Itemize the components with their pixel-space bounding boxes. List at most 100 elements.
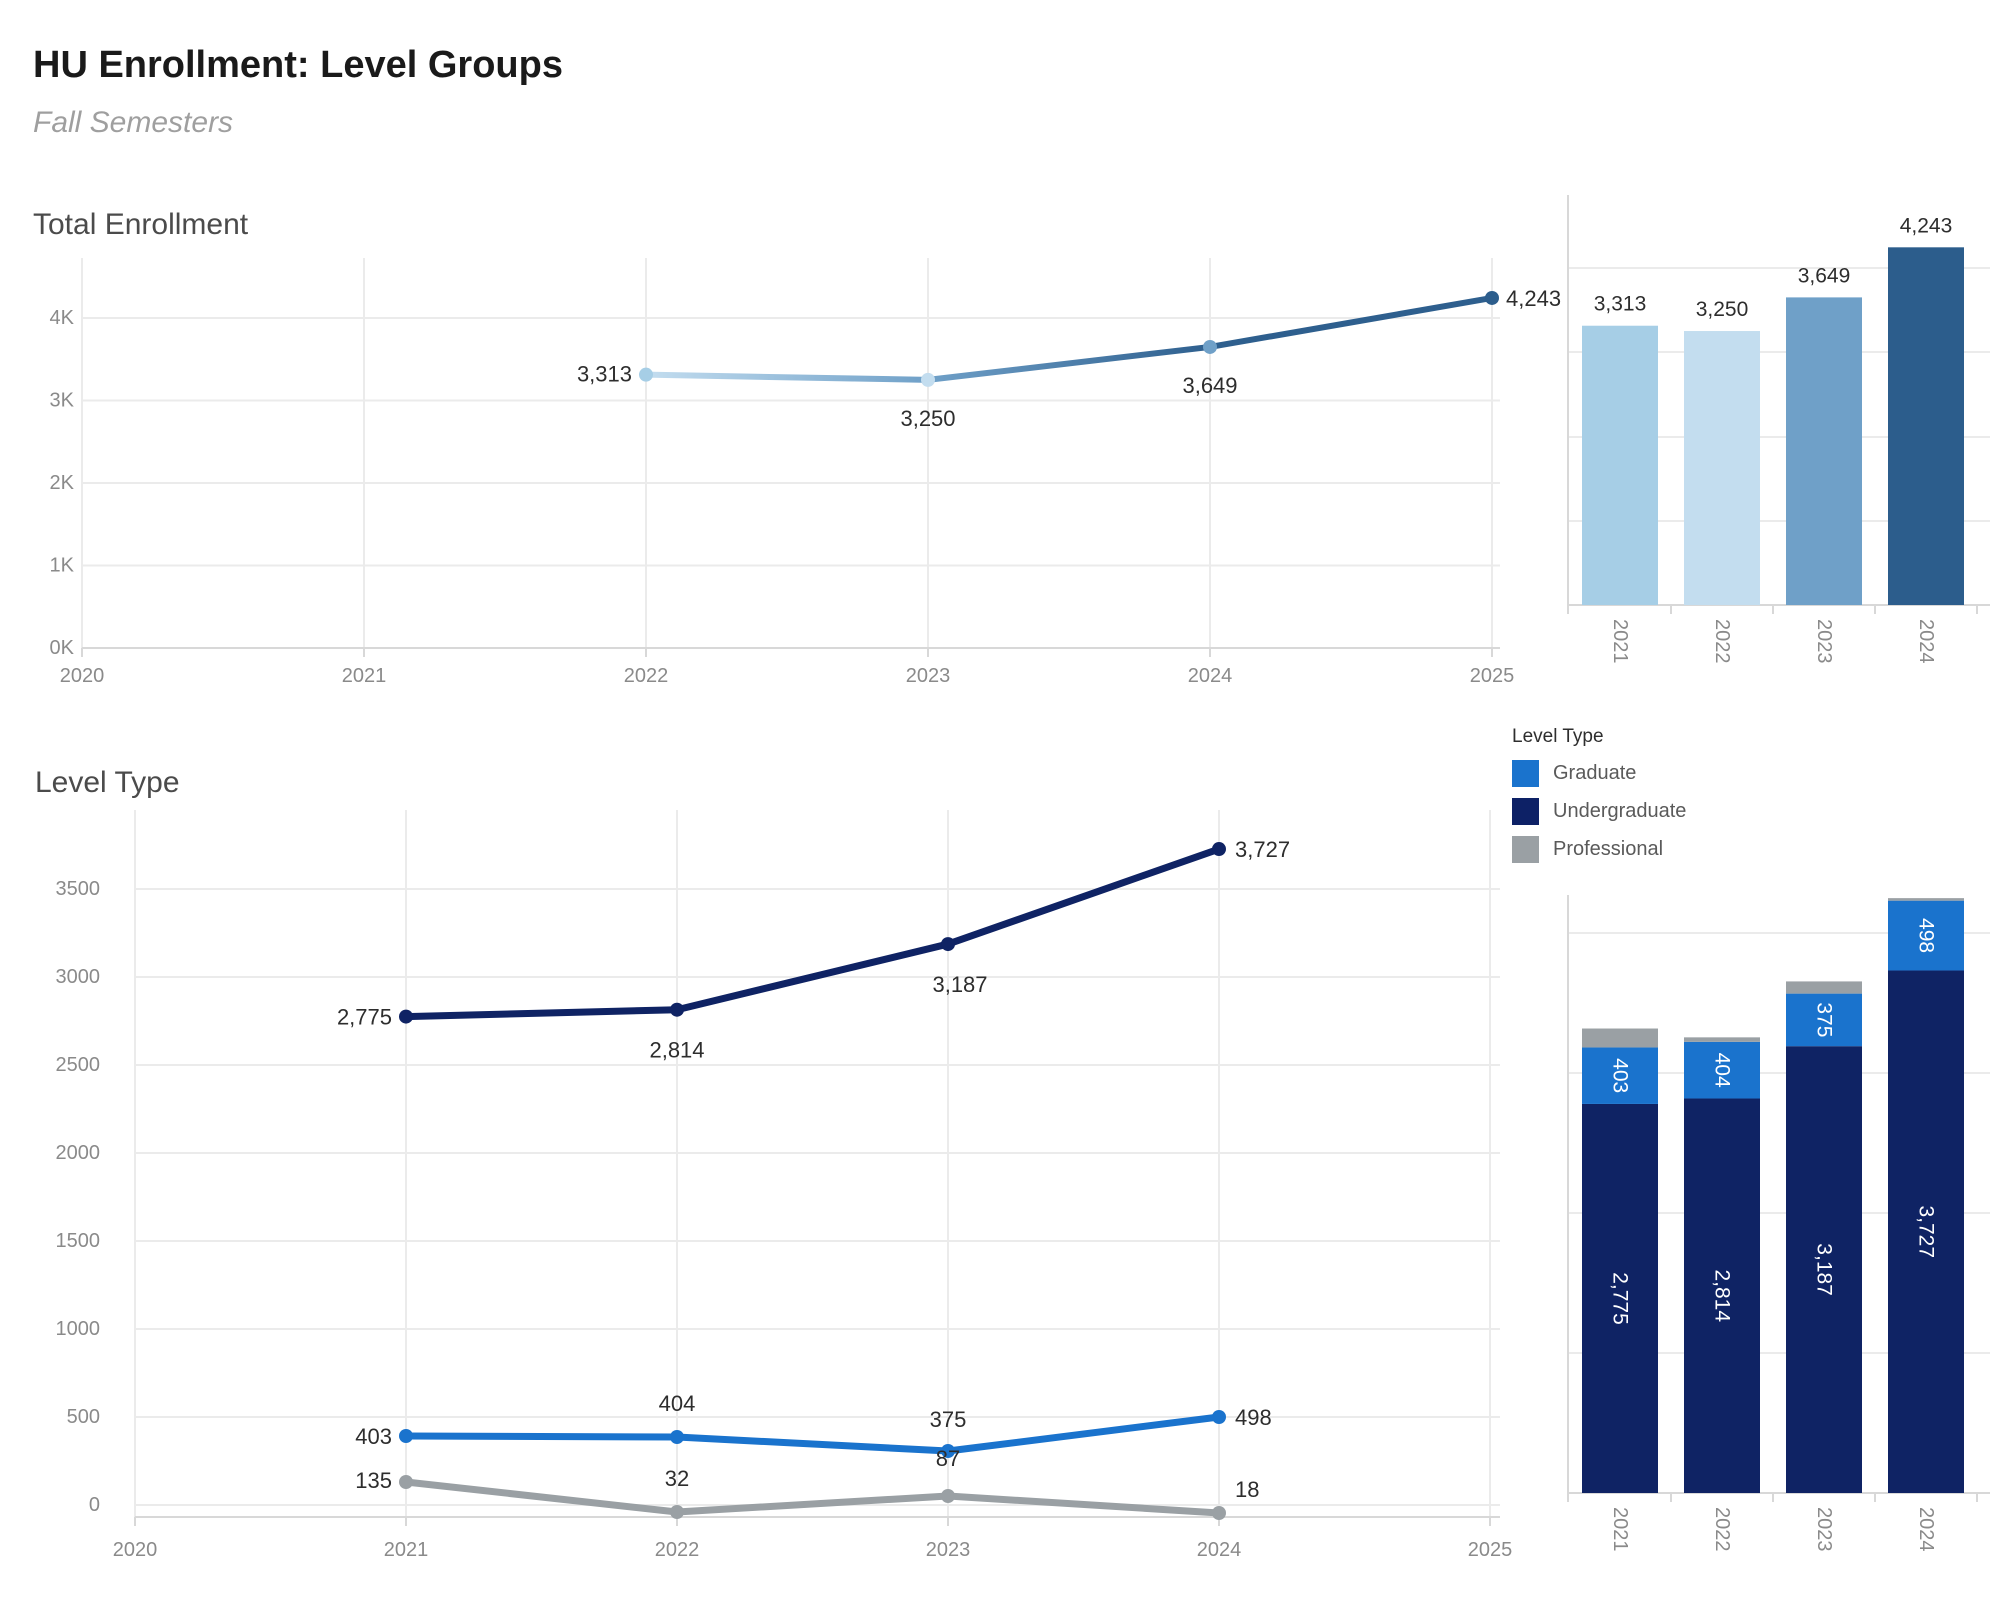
segment-label: 403 <box>1609 1058 1632 1093</box>
y-axis-label: 500 <box>67 1406 100 1428</box>
graduate-point-2023[interactable] <box>941 1444 955 1458</box>
value-label: 375 <box>930 1407 967 1432</box>
x-axis-label: 2020 <box>60 665 105 687</box>
x-axis-label: 2021 <box>342 665 387 687</box>
y-axis-label: 1500 <box>56 1230 101 1252</box>
y-axis-label: 2500 <box>56 1054 101 1076</box>
undergraduate-point-2022[interactable] <box>670 1002 684 1017</box>
x-axis-label: 2022 <box>1711 1507 1733 1552</box>
graduate-point-2021[interactable] <box>399 1429 413 1443</box>
graduate-segment-2023[interactable] <box>1786 993 1862 1047</box>
professional-point-2021[interactable] <box>399 1475 413 1489</box>
value-label: 3,649 <box>1182 373 1237 398</box>
y-axis-label: 1K <box>50 555 75 577</box>
section-title-level-type: Level Type <box>35 766 180 799</box>
legend-label: Professional <box>1553 838 1664 860</box>
graduate-point-2022[interactable] <box>670 1430 684 1444</box>
value-label: 404 <box>659 1391 696 1416</box>
legend-item-professional[interactable]: Professional <box>1512 836 1972 863</box>
x-axis-label: 2022 <box>1711 619 1733 664</box>
undergraduate-segment-2021[interactable] <box>1582 1103 1658 1493</box>
value-label: 498 <box>1235 1405 1272 1430</box>
x-axis-label: 2023 <box>1813 1507 1835 1552</box>
professional-point-2024[interactable] <box>1212 1506 1226 1520</box>
total-enrollment-line-chart: 2020 2021 2022 2023 2024 2025 0K 1K 2K 3K 4K 3,313 3… <box>50 258 1561 687</box>
x-axis-label: 2020 <box>113 1539 158 1561</box>
bar-2021[interactable] <box>1582 325 1658 605</box>
professional-segment-2023[interactable] <box>1786 981 1862 994</box>
segment-label: 3,727 <box>1915 1205 1938 1258</box>
undergraduate-segment-2024[interactable] <box>1888 970 1964 1493</box>
graduate-point-2024[interactable] <box>1212 1410 1226 1424</box>
bar-value-label: 3,313 <box>1594 293 1647 316</box>
page-subtitle: Fall Semesters <box>33 106 234 139</box>
value-label: 32 <box>665 1466 689 1491</box>
undergraduate-line <box>402 845 1223 1021</box>
section-title-total-enrollment: Total Enrollment <box>33 208 249 241</box>
level-type-stacked-bar-chart: 2,775 403 2021 2,814 404 2022 3,187 375 2023 3,72… <box>1567 895 1990 1552</box>
graduate-segment-2024[interactable] <box>1888 900 1964 971</box>
y-axis-label: 1000 <box>56 1318 101 1340</box>
y-axis-label: 0 <box>89 1494 100 1516</box>
x-axis-label: 2024 <box>1915 619 1937 664</box>
legend-title: Level Type <box>1512 726 1604 747</box>
y-axis-label: 0K <box>50 637 75 659</box>
undergraduate-segment-2022[interactable] <box>1684 1098 1760 1493</box>
professional-swatch-icon <box>1512 836 1539 863</box>
professional-segment-2024[interactable] <box>1888 898 1964 901</box>
professional-segment-2021[interactable] <box>1582 1028 1658 1048</box>
undergraduate-point-2021[interactable] <box>399 1009 413 1024</box>
legend-item-graduate[interactable]: Graduate <box>1512 760 1972 787</box>
legend-label: Graduate <box>1553 762 1637 784</box>
bar-2024[interactable] <box>1888 247 1964 605</box>
value-label: 3,250 <box>900 406 955 431</box>
x-axis-label: 2021 <box>1609 619 1631 664</box>
professional-line <box>402 1478 1223 1517</box>
page-title: HU Enrollment: Level Groups <box>33 44 563 86</box>
data-point-2023[interactable] <box>1203 339 1217 354</box>
legend-item-undergraduate[interactable]: Undergraduate <box>1512 798 1972 825</box>
segment-label: 375 <box>1813 1002 1836 1037</box>
x-axis-label: 2023 <box>906 665 951 687</box>
x-axis-label: 2024 <box>1188 665 1233 687</box>
value-label: 87 <box>936 1446 960 1471</box>
segment-label: 2,775 <box>1609 1272 1632 1325</box>
professional-segment-2022[interactable] <box>1684 1037 1760 1042</box>
total-enrollment-bar-chart: 3,313 2021 3,250 2022 3,649 2023 4,243 2024 <box>1567 195 1990 664</box>
x-axis-label: 2024 <box>1197 1539 1242 1561</box>
y-axis-label: 4K <box>50 307 75 329</box>
segment-label: 2,814 <box>1711 1269 1734 1322</box>
bar-value-label: 3,250 <box>1696 298 1749 321</box>
bar-value-label: 4,243 <box>1900 214 1953 237</box>
bar-2023[interactable] <box>1786 297 1862 605</box>
professional-point-2022[interactable] <box>670 1505 684 1519</box>
professional-point-2023[interactable] <box>941 1489 955 1503</box>
value-label: 3,727 <box>1235 837 1290 862</box>
value-label: 4,243 <box>1506 286 1561 311</box>
data-point-2024[interactable] <box>1485 290 1499 305</box>
undergraduate-segment-2023[interactable] <box>1786 1046 1862 1493</box>
graduate-segment-2022[interactable] <box>1684 1041 1760 1099</box>
x-axis-label: 2022 <box>624 665 669 687</box>
x-axis-label: 2023 <box>926 1539 971 1561</box>
undergraduate-point-2023[interactable] <box>941 937 955 952</box>
y-axis-label: 3000 <box>56 966 101 988</box>
y-axis-label: 3500 <box>56 878 101 900</box>
graduate-segment-2021[interactable] <box>1582 1047 1658 1104</box>
bar-value-label: 3,649 <box>1798 264 1851 287</box>
segment-label: 498 <box>1915 918 1938 953</box>
bar-2022[interactable] <box>1684 331 1760 605</box>
x-axis-label: 2021 <box>384 1539 429 1561</box>
total-enrollment-line <box>643 294 1495 383</box>
data-point-2022[interactable] <box>921 372 935 387</box>
x-axis-label: 2024 <box>1915 1507 1937 1552</box>
x-axis-label: 2025 <box>1468 1539 1513 1561</box>
x-axis-label: 2022 <box>655 1539 700 1561</box>
data-point-2021[interactable] <box>639 367 653 382</box>
undergraduate-point-2024[interactable] <box>1212 842 1226 857</box>
x-axis-label: 2021 <box>1609 1507 1631 1552</box>
x-axis-label: 2025 <box>1470 665 1515 687</box>
level-type-legend: Level Type Graduate Undergraduate Profes… <box>1512 726 1972 874</box>
value-label: 18 <box>1235 1477 1259 1502</box>
